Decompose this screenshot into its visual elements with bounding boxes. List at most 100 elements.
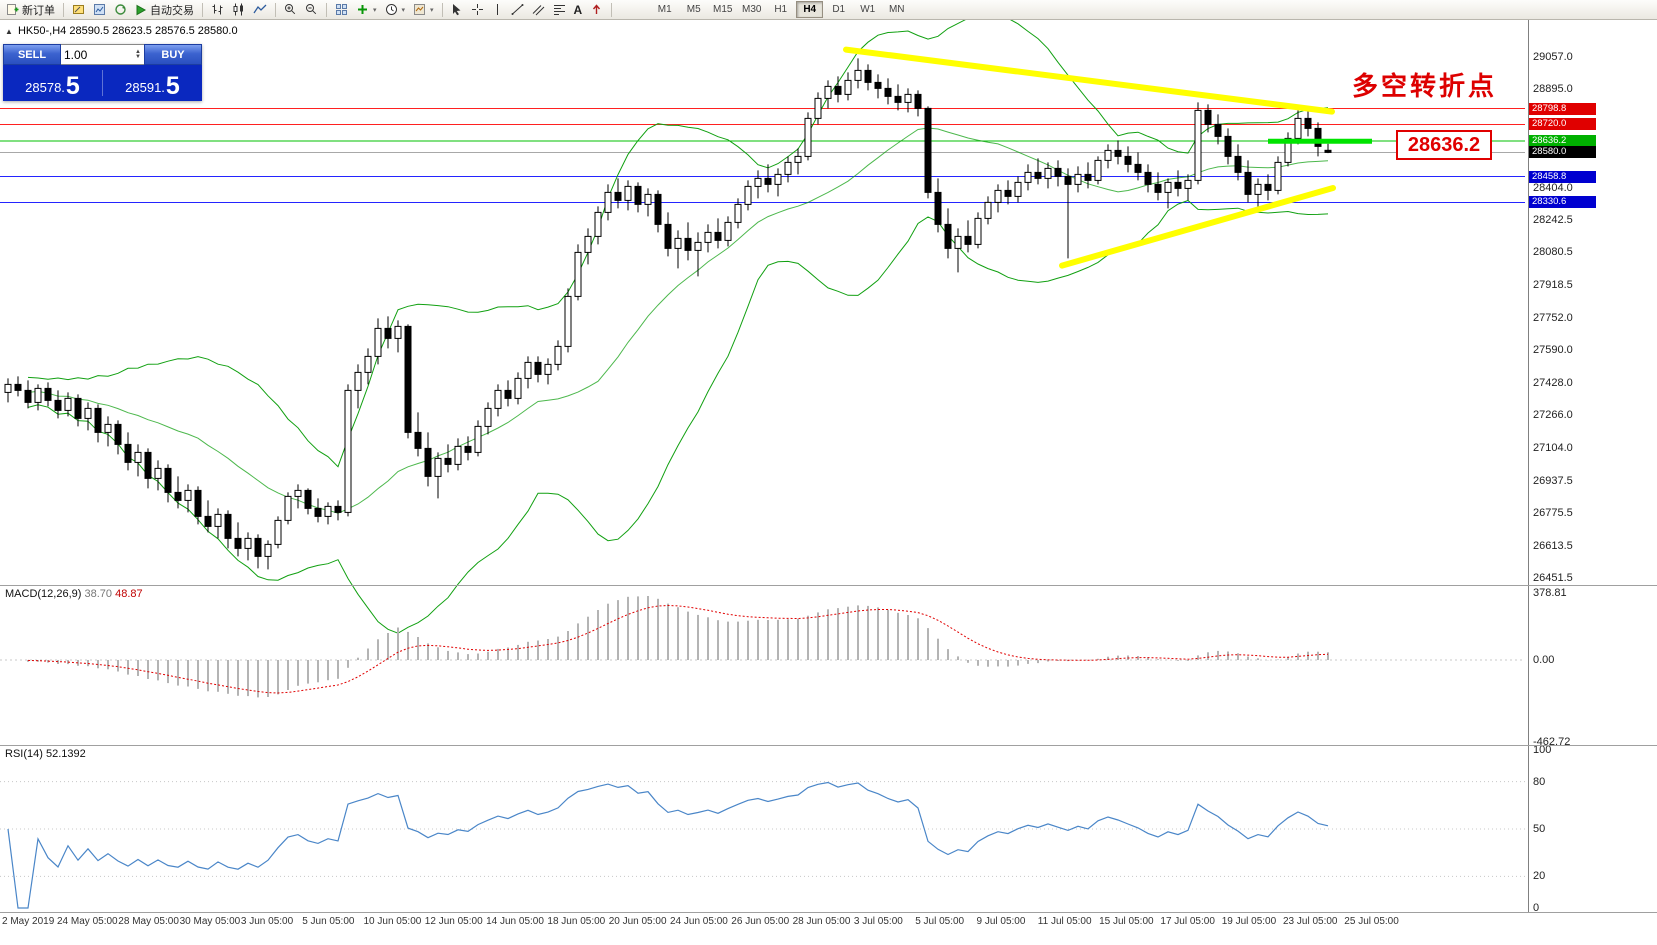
rsi-value: 52.1392 — [45, 748, 86, 760]
volume-down-icon[interactable]: ▼ — [135, 53, 141, 60]
volume-up-icon[interactable]: ▲ — [135, 48, 141, 55]
price-divider — [102, 70, 103, 96]
volume-spin-buttons[interactable]: ▲ ▼ — [135, 48, 141, 60]
time-scale[interactable]: 2 May 2019 24 May 05:00 28 May 05:00 30 May… — [0, 916, 1657, 936]
volume-stepper[interactable]: 1.00 ▲ ▼ — [61, 44, 144, 65]
cursor-tool-button[interactable] — [447, 0, 467, 20]
time-axis-label: 5 Jun 05:00 — [302, 916, 355, 927]
time-axis-label: 24 Jun 05:00 — [670, 916, 728, 927]
sell-price-big: 5 — [65, 72, 80, 100]
time-axis-label: 5 Jul 05:00 — [915, 916, 965, 927]
zoom-in-icon — [285, 4, 296, 15]
buy-price[interactable]: 28591. 5 — [103, 65, 202, 101]
vertical-line-icon — [496, 4, 498, 15]
tile-windows-button[interactable] — [331, 0, 352, 20]
tile-windows-icon — [336, 4, 347, 15]
time-axis-label: 2 May 2019 — [2, 916, 55, 927]
metaeditor-button[interactable] — [68, 0, 89, 20]
buy-price-small: 28591. — [125, 80, 165, 95]
chevron-down-icon: ▾ — [430, 6, 434, 14]
time-axis-border — [0, 912, 1657, 913]
zoom-in-button[interactable] — [280, 0, 301, 20]
time-axis-label: 25 Jul 05:00 — [1344, 916, 1399, 927]
timeframe-h4-button[interactable]: H4 — [796, 1, 824, 18]
auto-trading-icon — [136, 4, 147, 15]
timeframe-d1-button[interactable]: D1 — [832, 4, 846, 15]
crosshair-tool-button[interactable] — [467, 0, 488, 20]
time-axis-label: 26 Jun 05:00 — [731, 916, 790, 927]
auto-trading-button[interactable]: 自动交易 — [131, 0, 198, 20]
time-axis-label: 28 Jun 05:00 — [792, 916, 851, 927]
templates-icon — [414, 4, 426, 15]
clock-icon — [385, 4, 397, 15]
timeframe-m5-button[interactable]: M5 — [686, 4, 701, 15]
new-order-label: 新订单 — [22, 4, 55, 17]
text-tool-button[interactable]: A — [570, 0, 587, 20]
channel-tool-button[interactable] — [528, 0, 549, 20]
fibonacci-icon — [553, 5, 565, 15]
macd-signal-value: 48.87 — [115, 588, 143, 600]
bar-chart-button[interactable] — [207, 0, 228, 20]
trendline-icon — [511, 4, 524, 15]
panel-divider-rsi[interactable] — [0, 745, 1657, 746]
sell-button[interactable]: SELL — [3, 44, 61, 65]
candlestick-chart-button[interactable] — [228, 0, 249, 20]
indicators-button[interactable]: ▾ — [352, 0, 381, 20]
vertical-line-tool-button[interactable] — [488, 0, 507, 20]
crosshair-icon — [471, 4, 483, 15]
time-axis-label: 18 Jun 05:00 — [547, 916, 606, 927]
chevron-down-icon: ▾ — [373, 6, 377, 14]
time-axis-label: 14 Jun 05:00 — [486, 916, 544, 927]
macd-label: MACD(12,26,9) 38.70 48.87 — [5, 588, 143, 600]
cursor-icon — [452, 4, 461, 16]
refresh-icon — [115, 4, 126, 15]
channel-icon — [532, 5, 544, 16]
buy-button[interactable]: BUY — [144, 44, 202, 65]
auto-trading-label: 自动交易 — [150, 4, 194, 17]
sell-price[interactable]: 28578. 5 — [3, 65, 102, 101]
one-click-prices: 28578. 5 28591. 5 — [3, 65, 202, 101]
time-axis-label: 11 Jul 05:00 — [1037, 916, 1092, 927]
fibonacci-tool-button[interactable] — [549, 0, 570, 20]
time-axis-label: 20 Jun 05:00 — [608, 916, 667, 927]
arrow-tool-icon — [593, 4, 601, 14]
timeframe-mn-button[interactable]: MN — [888, 4, 905, 15]
line-chart-button[interactable] — [249, 0, 271, 20]
chevron-down-icon: ▾ — [401, 6, 406, 14]
zoom-out-button[interactable] — [301, 0, 322, 20]
volume-value[interactable]: 1.00 — [64, 47, 88, 62]
metaeditor-icon — [73, 5, 84, 14]
toolbar-separator — [202, 2, 203, 17]
arrows-tool-button[interactable] — [586, 0, 607, 20]
sell-price-small: 28578. — [25, 80, 65, 95]
panel-divider-macd[interactable] — [0, 585, 1657, 586]
buy-price-big: 5 — [165, 72, 180, 100]
line-chart-icon — [253, 4, 267, 14]
one-click-trading-panel: SELL 1.00 ▲ ▼ BUY 28578. 5 28591. 5 — [3, 44, 202, 101]
time-axis-label: 12 Jun 05:00 — [424, 916, 483, 927]
time-axis-label: 3 Jun 05:00 — [240, 916, 294, 927]
periods-button[interactable]: ▾ — [381, 0, 410, 20]
time-axis-label: 15 Jul 05:00 — [1099, 916, 1154, 927]
price-callout-box[interactable]: 28636.2 — [1396, 130, 1492, 160]
timeframe-m30-button[interactable]: M30 — [741, 4, 762, 15]
symbol-period-label: HK50-,H4 — [17, 25, 67, 37]
toolbar-separator — [441, 2, 443, 17]
timeframe-w1-button[interactable]: W1 — [860, 4, 876, 15]
timeframe-m15-button[interactable]: M15 — [712, 4, 733, 15]
turning-point-annotation[interactable]: 多空转折点 — [1352, 71, 1498, 101]
refresh-button[interactable] — [110, 0, 131, 20]
one-click-toggle-icon[interactable]: ▲ — [5, 27, 13, 36]
chart-ohlc-header: ▲ HK50-,H4 28590.5 28623.5 28576.5 28580… — [5, 25, 238, 37]
macd-name: MACD(12,26,9) — [5, 588, 82, 600]
new-order-button[interactable]: 新订单 — [2, 0, 59, 20]
profiles-button[interactable] — [89, 0, 110, 20]
time-axis-label: 30 May 05:00 — [179, 916, 241, 927]
trendline-tool-button[interactable] — [507, 0, 528, 20]
timeframe-m1-button[interactable]: M1 — [657, 4, 672, 15]
templates-button[interactable]: ▾ — [409, 0, 438, 20]
toolbar-separator — [611, 2, 613, 17]
timeframe-h1-button[interactable]: H1 — [774, 4, 788, 15]
